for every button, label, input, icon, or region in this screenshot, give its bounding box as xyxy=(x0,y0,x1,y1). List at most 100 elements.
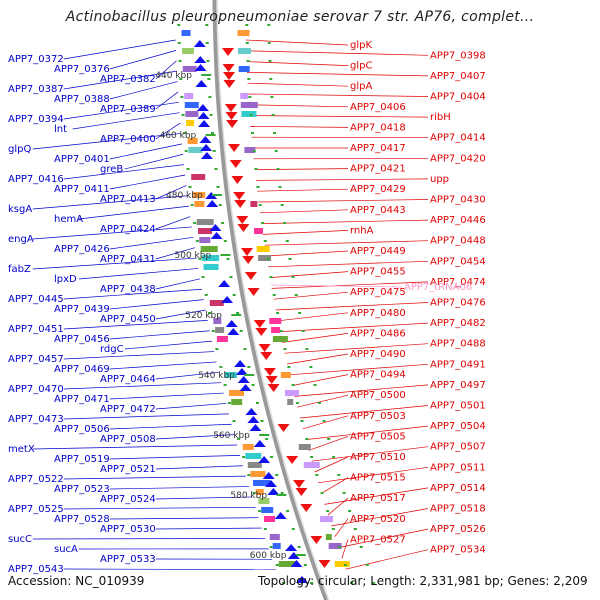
scale-tick-label: 440 kbp xyxy=(155,71,192,81)
right-leader-line xyxy=(255,178,429,181)
gene-feature-block xyxy=(215,327,225,333)
gene-feature-block xyxy=(186,120,195,126)
track-tick-mark xyxy=(206,60,210,62)
forward-gene-arrow xyxy=(218,280,231,287)
left-leader-line xyxy=(63,320,208,330)
left-leader-line xyxy=(109,81,178,100)
right-gene-label: APP7_0475 xyxy=(350,287,406,298)
right-gene-label: glpC xyxy=(350,61,372,72)
left-gene-label: APP7_0521 xyxy=(100,464,156,475)
right-leader-line xyxy=(258,199,429,203)
left-leader-line xyxy=(155,371,219,380)
right-leader-line xyxy=(308,436,349,451)
gene-feature-block xyxy=(198,228,212,234)
right-leader-line xyxy=(289,363,429,376)
reverse-gene-arrow xyxy=(277,424,290,432)
left-leader-line xyxy=(155,496,253,500)
forward-gene-arrow xyxy=(200,144,213,151)
scale-tick-label: 560 kbp xyxy=(213,431,250,441)
left-gene-label: glpQ xyxy=(8,144,31,155)
left-gene-label: APP7_0543 xyxy=(8,564,64,575)
right-leader-line xyxy=(246,50,429,56)
track-tick-mark xyxy=(184,150,188,152)
right-gene-label: APP7_0491 xyxy=(430,359,486,370)
reverse-gene-arrow xyxy=(265,376,278,384)
gene-feature-block xyxy=(216,336,228,342)
reverse-gene-arrow xyxy=(223,72,235,80)
left-leader-line xyxy=(78,205,190,220)
right-gene-label: APP7_0507 xyxy=(430,442,486,453)
reverse-gene-arrow xyxy=(228,144,241,152)
right-leader-line xyxy=(271,281,429,289)
track-tick-mark xyxy=(223,384,227,386)
track-tick-mark xyxy=(265,438,269,440)
track-tick-mark xyxy=(298,312,302,314)
track-tick-mark xyxy=(294,294,298,296)
gene-feature-block xyxy=(280,372,291,378)
track-tick-mark xyxy=(310,456,314,458)
scale-ticks: 440 kbp 460 kbp 480 kbp 500 kbp 520 kbp 540 k… xyxy=(155,24,376,584)
right-leader-line xyxy=(275,302,429,311)
right-gene-label: APP7_0515 xyxy=(350,473,406,484)
left-gene-label: APP7_0519 xyxy=(54,454,110,465)
gene-feature-block xyxy=(258,255,272,261)
track-tick-mark xyxy=(251,132,254,134)
right-gene-label: APP7_0514 xyxy=(430,483,486,494)
reverse-gene-arrow xyxy=(222,64,235,72)
track-tick-mark xyxy=(350,582,354,584)
gene-feature-block xyxy=(231,399,243,405)
left-gene-label: APP7_0388 xyxy=(54,94,110,105)
right-gene-label: APP7_0446 xyxy=(430,215,486,226)
left-leader-line xyxy=(109,299,204,310)
right-leader-line xyxy=(284,343,429,354)
right-leader-line xyxy=(264,240,429,246)
left-leader-line xyxy=(109,236,194,250)
track-tick-mark xyxy=(201,276,205,278)
gene-feature-block xyxy=(196,219,214,225)
gene-feature-block xyxy=(264,516,275,522)
track-tick-mark xyxy=(246,60,250,62)
track-tick-mark xyxy=(258,204,262,206)
forward-gene-arrow xyxy=(195,80,208,87)
left-gene-label: APP7_0382 xyxy=(100,74,156,85)
left-gene-label: APP7_0424 xyxy=(100,224,156,235)
track-tick-mark xyxy=(226,258,230,260)
right-gene-label: APP7_0527 xyxy=(350,534,406,545)
left-leader-line xyxy=(155,434,235,440)
left-leader-line xyxy=(72,112,180,130)
right-gene-label: APP7_0486 xyxy=(350,328,406,339)
left-leader-line xyxy=(155,465,243,470)
reverse-gene-arrow xyxy=(286,456,299,464)
track-tick-mark xyxy=(255,402,259,404)
track-tick-mark xyxy=(204,294,208,296)
gene-feature-block xyxy=(320,516,333,522)
track-tick-mark xyxy=(263,528,267,530)
left-gene-label: APP7_0469 xyxy=(54,364,110,375)
track-tick-mark xyxy=(317,402,321,404)
reverse-gene-arrow xyxy=(234,200,247,208)
track-tick-mark xyxy=(278,186,282,188)
right-gene-label: APP7_0474 xyxy=(430,277,486,288)
reverse-gene-arrow xyxy=(223,80,236,88)
track-tick-mark xyxy=(193,222,197,224)
forward-gene-arrow xyxy=(245,408,258,415)
track-tick-mark xyxy=(232,420,236,422)
left-gene-label: APP7_0401 xyxy=(54,154,110,165)
track-tick-mark xyxy=(337,474,341,476)
reverse-gene-arrow xyxy=(224,104,237,112)
left-gene-label: APP7_0413 xyxy=(100,194,156,205)
right-gene-label: APP7_0476 xyxy=(430,298,486,309)
gene-feature-block xyxy=(278,561,296,567)
gene-feature-block xyxy=(287,399,294,405)
forward-gene-arrow xyxy=(198,120,211,127)
left-leader-line xyxy=(32,195,188,210)
reverse-gene-arrow xyxy=(233,192,246,200)
right-gene-label: APP7_0398 xyxy=(430,50,486,61)
reverse-gene-arrow xyxy=(293,480,305,488)
right-gene-label: ribH xyxy=(430,112,451,123)
left-leader-line xyxy=(109,423,232,430)
reverse-gene-arrow xyxy=(236,216,249,224)
track-tick-mark xyxy=(275,474,279,476)
track-tick-mark xyxy=(287,366,291,368)
left-gene-label: fabZ xyxy=(8,264,31,275)
